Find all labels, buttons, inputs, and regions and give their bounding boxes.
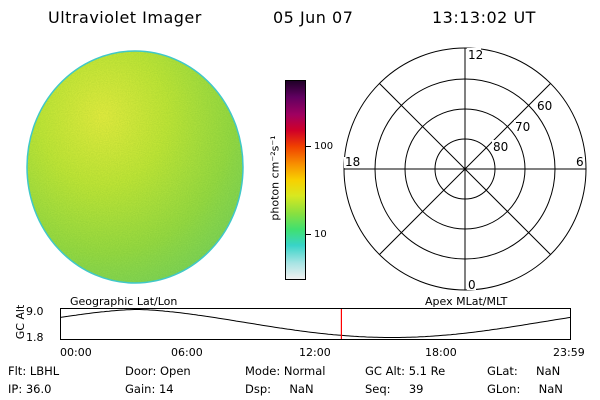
geographic-title: Geographic Lat/Lon bbox=[70, 295, 178, 308]
apex-title: Apex MLat/MLT bbox=[425, 295, 508, 308]
colorbar bbox=[285, 80, 306, 280]
xtick-06: 06:00 bbox=[171, 346, 203, 359]
colorbar-tickmark-10 bbox=[306, 234, 311, 235]
colorbar-tickmark-100 bbox=[306, 146, 311, 147]
mlt-label-12: 12 bbox=[468, 48, 483, 62]
glon-readout: GLon: NaN bbox=[487, 382, 563, 396]
lat-label-70: 70 bbox=[515, 120, 530, 134]
xtick-2359: 23:59 bbox=[553, 346, 585, 359]
seq-readout: Seq: 39 bbox=[365, 382, 424, 396]
orbit-altitude-plot bbox=[60, 308, 571, 340]
lat-label-80: 80 bbox=[493, 140, 508, 154]
ytick-9: 9.0 bbox=[26, 305, 44, 318]
earth-limb bbox=[26, 50, 244, 284]
ip-readout: IP: 36.0 bbox=[8, 382, 52, 396]
glat-readout: GLat: NaN bbox=[487, 364, 561, 378]
orbit-plot-frame bbox=[60, 308, 571, 340]
earth-disc bbox=[27, 51, 243, 283]
xtick-18: 18:00 bbox=[425, 346, 457, 359]
mode-readout: Mode: Normal bbox=[245, 364, 326, 378]
gain-readout: Gain: 14 bbox=[125, 382, 174, 396]
mlt-label-18: 18 bbox=[345, 155, 360, 169]
mlt-label-0: 0 bbox=[468, 278, 476, 292]
app-title: Ultraviolet Imager bbox=[48, 8, 202, 27]
colorbar-label: photon cm⁻²s⁻¹ bbox=[268, 135, 282, 221]
date-readout: 05 Jun 07 bbox=[273, 8, 354, 27]
colorbar-tick-10: 10 bbox=[314, 229, 327, 240]
mlt-label-6: 6 bbox=[576, 155, 584, 169]
dsp-readout: Dsp: NaN bbox=[245, 382, 314, 396]
orbit-altitude-curve bbox=[60, 309, 571, 338]
polar-plot: 12 0 18 6 80 70 60 bbox=[343, 47, 587, 292]
gc-alt-readout: GC Alt: 5.1 Re bbox=[365, 364, 446, 378]
flt-readout: Flt: LBHL bbox=[8, 364, 60, 378]
door-readout: Door: Open bbox=[125, 364, 191, 378]
time-readout: 13:13:02 UT bbox=[432, 8, 536, 27]
ytick-1-8: 1.8 bbox=[26, 331, 44, 344]
xtick-00: 00:00 bbox=[60, 346, 92, 359]
uv-earth-image bbox=[26, 50, 244, 284]
colorbar-tick-100: 100 bbox=[314, 141, 334, 152]
polar-diagonal-2 bbox=[379, 83, 551, 255]
xtick-12: 12:00 bbox=[299, 346, 331, 359]
gc-alt-axis-label: GC Alt bbox=[13, 304, 27, 340]
lat-label-60: 60 bbox=[537, 99, 552, 113]
